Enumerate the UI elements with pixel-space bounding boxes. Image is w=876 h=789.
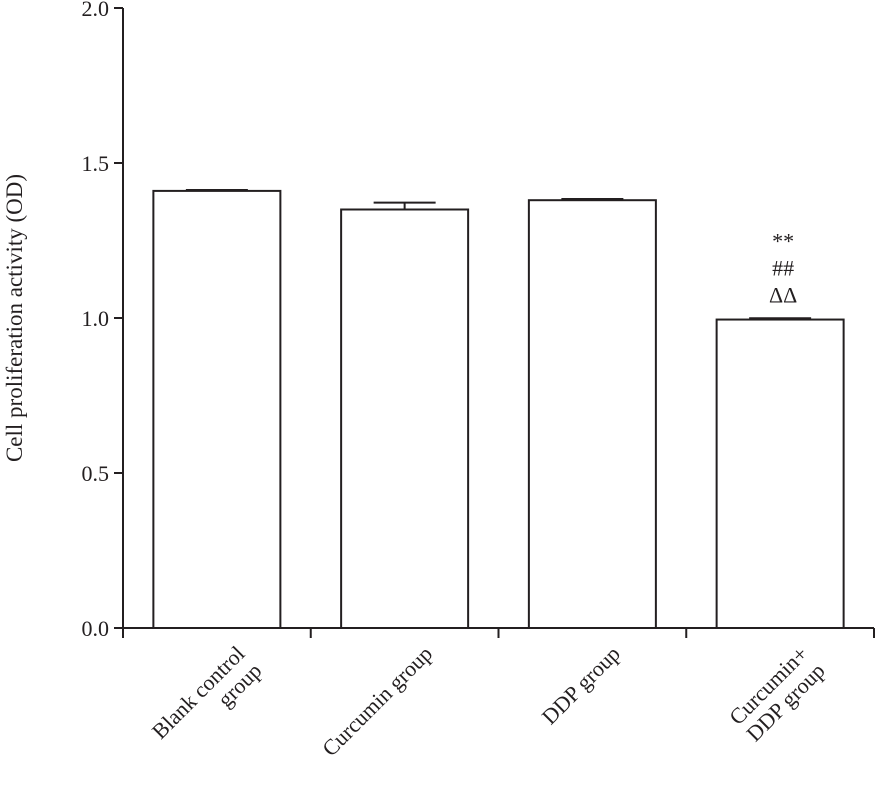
bars (152, 188, 845, 629)
x-category-label: DDP group (537, 641, 625, 729)
bar (715, 318, 845, 629)
bar (340, 208, 470, 629)
significance-annotation: ΔΔ (769, 282, 797, 307)
significance-annotation: ** (772, 228, 794, 253)
y-tick-label: 0.0 (82, 616, 110, 641)
y-tick-label: 2.0 (82, 0, 110, 21)
y-tick-label: 1.0 (82, 306, 110, 331)
bar (527, 199, 657, 629)
x-category-label-line: DDP group (537, 641, 625, 729)
x-category-label-line: Curcumin group (317, 641, 437, 761)
y-tick-label: 1.5 (82, 151, 110, 176)
x-category-label: Curcumin group (317, 641, 437, 761)
significance-annotation: ## (772, 255, 794, 280)
y-axis-label: Cell proliferation activity (OD) (2, 174, 27, 462)
bar (152, 189, 282, 629)
y-tick-label: 0.5 (82, 461, 110, 486)
x-category-label: Curcumin+DDP group (724, 641, 830, 746)
